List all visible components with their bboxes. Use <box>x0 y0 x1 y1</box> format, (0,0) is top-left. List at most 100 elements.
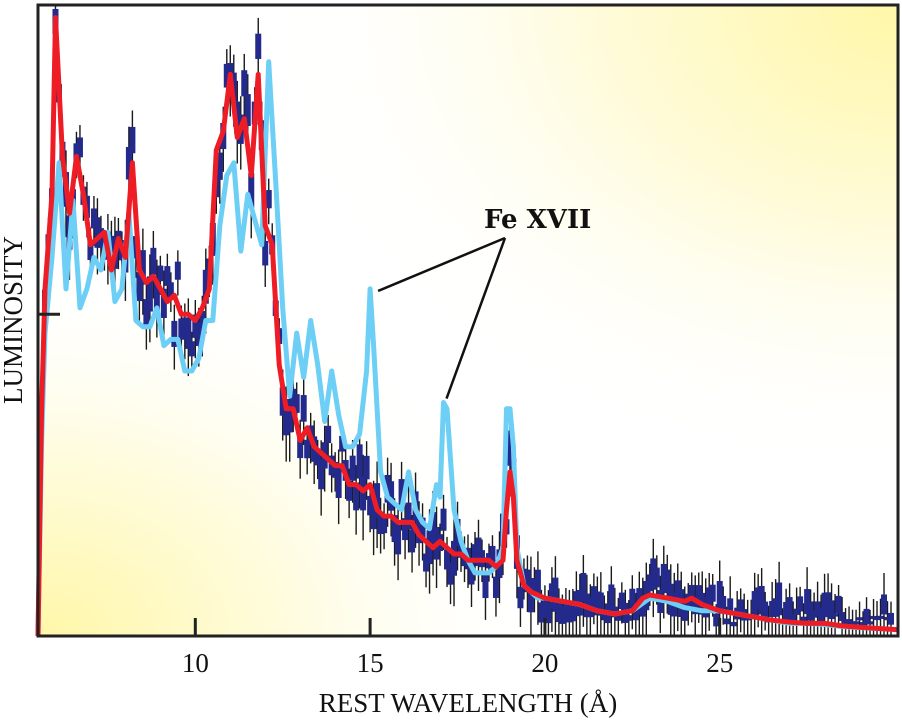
data-point <box>136 272 143 302</box>
data-point <box>188 341 195 357</box>
data-point <box>174 261 181 280</box>
data-point <box>195 322 202 347</box>
data-point <box>650 558 657 590</box>
data-point <box>772 598 779 617</box>
data-point <box>339 435 346 452</box>
data-point <box>73 143 80 162</box>
data-point <box>727 598 734 614</box>
data-point <box>391 515 398 543</box>
data-point <box>87 240 94 261</box>
data-point <box>618 592 625 610</box>
plot-background <box>38 5 898 636</box>
data-point <box>709 584 716 602</box>
data-point <box>157 265 164 282</box>
data-point <box>451 540 458 576</box>
data-point <box>807 601 814 621</box>
data-point <box>430 512 437 546</box>
data-point <box>629 588 636 611</box>
data-point <box>146 276 153 312</box>
data-point <box>674 580 681 608</box>
model-red-line <box>35 15 899 637</box>
data-point <box>202 269 209 304</box>
data-point <box>818 607 825 623</box>
data-point <box>681 601 688 621</box>
data-point <box>356 444 363 479</box>
data-point <box>783 601 790 623</box>
data-point <box>723 618 730 625</box>
data-point <box>185 317 192 349</box>
data-point <box>458 541 465 558</box>
model-series <box>35 15 899 637</box>
data-point <box>192 314 199 338</box>
data-point <box>374 483 381 518</box>
data-point <box>632 608 639 621</box>
data-point <box>265 190 272 209</box>
data-point <box>314 449 321 466</box>
data-point <box>566 603 573 623</box>
data-point <box>241 70 248 97</box>
data-point <box>839 612 846 621</box>
x-tick-label: 25 <box>706 648 733 678</box>
data-point <box>293 394 300 413</box>
data-point <box>346 480 353 501</box>
data-point <box>181 317 188 340</box>
data-point <box>664 569 671 594</box>
data-point <box>870 615 877 620</box>
data-point <box>800 616 807 623</box>
data-point <box>94 217 101 248</box>
annotation-leader-2 <box>445 237 507 399</box>
data-point <box>758 585 765 615</box>
annotation-leader-1 <box>377 236 506 293</box>
data-point <box>786 597 793 620</box>
x-tick-label: 20 <box>531 648 558 678</box>
data-point <box>856 617 863 621</box>
data-point <box>160 288 167 319</box>
data-point <box>594 591 601 616</box>
data-point <box>713 613 720 627</box>
data-point <box>706 587 713 611</box>
data-point <box>304 439 311 459</box>
data-point <box>811 610 818 618</box>
data-point <box>471 544 478 564</box>
data-point <box>290 388 297 412</box>
data-point <box>440 508 447 531</box>
data-point <box>608 584 615 614</box>
data-point <box>395 524 402 555</box>
data-point <box>625 615 632 621</box>
data-point <box>832 613 839 617</box>
data-point <box>367 495 374 516</box>
data-point <box>797 596 804 612</box>
data-point <box>531 578 538 597</box>
data-point <box>255 33 262 59</box>
data-point <box>874 616 881 621</box>
data-point <box>804 589 811 615</box>
data-point <box>402 518 409 541</box>
x-tick-label: 10 <box>182 648 209 678</box>
data-point <box>867 621 874 625</box>
data-point <box>716 581 723 614</box>
plot-frame <box>36 3 900 638</box>
data-point <box>534 569 541 600</box>
data-point <box>164 266 171 286</box>
data-point <box>125 146 132 180</box>
data-point <box>248 173 255 208</box>
x-axis: 10 15 20 25 <box>182 618 733 678</box>
data-point <box>559 605 566 624</box>
data-point <box>332 462 339 478</box>
data-point <box>538 602 545 623</box>
data-point <box>286 398 293 433</box>
data-point <box>590 586 597 607</box>
data-point <box>552 577 559 612</box>
data-point <box>562 601 569 623</box>
data-point <box>762 601 769 618</box>
data-point <box>171 320 178 347</box>
data-point <box>244 94 251 126</box>
data-point <box>143 299 150 327</box>
data-point <box>524 569 531 593</box>
data-point <box>821 592 828 618</box>
data-point <box>423 553 430 572</box>
data-point <box>353 482 360 511</box>
data-point <box>639 597 646 617</box>
data-point <box>398 479 405 507</box>
